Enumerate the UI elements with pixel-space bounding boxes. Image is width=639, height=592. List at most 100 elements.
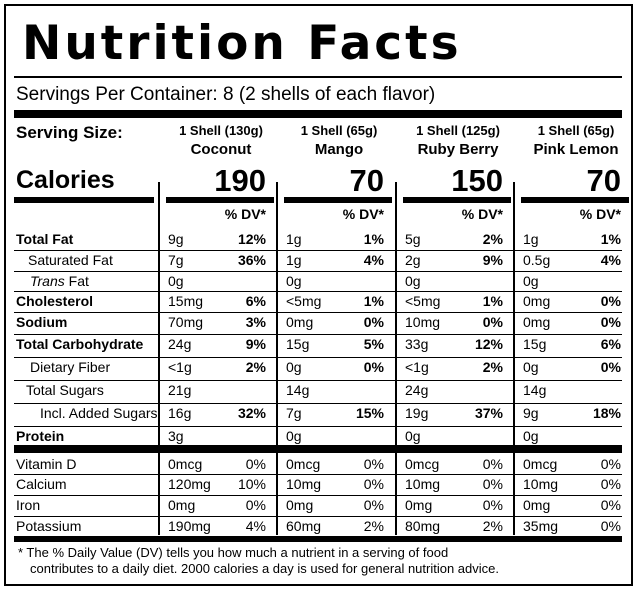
nutrient-dv: 5% <box>363 336 384 352</box>
nutrient-label-incl-added-sugars: Incl. Added Sugars <box>40 405 158 421</box>
vitamin-dv: 0% <box>363 497 384 513</box>
nutrient-dv: 0% <box>600 314 621 330</box>
flavor-serving-size: 1 Shell (125g) <box>416 123 500 138</box>
nutrient-dv: 0% <box>600 359 621 375</box>
nutrient-amount: 15mg <box>168 293 204 309</box>
vitamin-amount: 10mg <box>286 476 322 492</box>
vitamin-amount: 120mg <box>168 476 211 492</box>
row-rule <box>14 426 622 427</box>
nutrient-amount: 3g <box>168 428 184 444</box>
calorie-rule-label <box>14 197 154 203</box>
nutrient-dv: 1% <box>600 231 621 247</box>
nutrient-amount: 0g <box>405 428 421 444</box>
nutrient-amount: 2g <box>405 252 421 268</box>
vitamin-label-potassium: Potassium <box>16 518 82 534</box>
nutrient-dv: 1% <box>363 231 384 247</box>
nutrient-label-total-fat: Total Fat <box>16 231 74 247</box>
calories-label: Calories <box>16 166 115 194</box>
nutrient-dv: 0% <box>363 314 384 330</box>
nutrient-amount: 21g <box>168 382 192 398</box>
nutrient-amount: 1g <box>523 231 539 247</box>
nutrient-dv: 2% <box>245 359 266 375</box>
nutrient-dv: 1% <box>482 293 503 309</box>
nutrient-amount: 0g <box>523 273 539 289</box>
nutrient-amount: 0g <box>286 359 302 375</box>
nutrient-dv: 3% <box>245 314 266 330</box>
nutrient-amount: 33g <box>405 336 429 352</box>
servings-per-container: Servings Per Container: 8 (2 shells of e… <box>16 84 436 105</box>
vitamin-dv: 0% <box>363 456 384 472</box>
nutrient-dv: 0% <box>482 314 503 330</box>
nutrient-label-sodium: Sodium <box>16 314 68 330</box>
nutrient-amount: 0mg <box>523 314 551 330</box>
flavor-name: Mango <box>314 141 364 158</box>
nutrient-amount: <5mg <box>405 293 441 309</box>
nutrient-amount: 0g <box>168 273 184 289</box>
thick-rule-top <box>14 110 622 118</box>
nutrient-dv: 6% <box>245 293 266 309</box>
vitamin-dv: 0% <box>363 476 384 492</box>
nutrient-amount: 5g <box>405 231 421 247</box>
nutrient-dv: 12% <box>237 231 266 247</box>
nutrient-amount: 24g <box>405 382 429 398</box>
nutrient-amount: 1g <box>286 231 302 247</box>
vitamin-amount: 0mg <box>405 497 433 513</box>
vitamin-dv: 0% <box>600 476 621 492</box>
flavor-serving-size: 1 Shell (130g) <box>179 123 263 138</box>
row-rule <box>14 334 622 335</box>
nutrient-dv: 15% <box>355 405 384 421</box>
vitamin-amount: 190mg <box>168 518 211 534</box>
vitamin-amount: 80mg <box>405 518 441 534</box>
calorie-rule <box>403 197 511 203</box>
vitamin-dv: 0% <box>600 497 621 513</box>
vitamin-amount: 0mcg <box>168 456 203 472</box>
nutrient-dv: 12% <box>474 336 503 352</box>
vitamin-amount: 0mcg <box>523 456 558 472</box>
flavor-calories: 70 <box>586 163 621 198</box>
nutrient-amount: <1g <box>168 359 192 375</box>
calorie-rule <box>166 197 274 203</box>
vitamin-amount: 0mg <box>523 497 551 513</box>
nutrient-amount: 15g <box>286 336 310 352</box>
nutrient-label-saturated-fat: Saturated Fat <box>28 252 113 268</box>
vitamin-dv: 0% <box>482 497 503 513</box>
nutrient-dv: 32% <box>237 405 266 421</box>
flavor-name: Ruby Berry <box>417 141 499 158</box>
nutrient-amount: 24g <box>168 336 192 352</box>
nutrient-dv: 4% <box>600 252 621 268</box>
nutrient-dv: 2% <box>482 359 503 375</box>
row-rule <box>14 291 622 292</box>
row-rule <box>14 357 622 358</box>
vitamin-amount: 0mcg <box>286 456 321 472</box>
vitamin-dv: 0% <box>482 476 503 492</box>
nutrient-amount: <1g <box>405 359 429 375</box>
vitamin-label-vitamin-d: Vitamin D <box>16 456 77 472</box>
flavor-calories: 150 <box>451 163 503 198</box>
nutrient-amount: 0g <box>523 428 539 444</box>
flavor-calories: 190 <box>214 163 266 198</box>
trans-fat-rest: Fat <box>64 273 89 289</box>
footnote-line-2: contributes to a daily diet. 2000 calori… <box>30 561 499 576</box>
vitamin-dv: 0% <box>600 456 621 472</box>
flavor-name: Pink Lemon <box>533 141 619 158</box>
nutrient-amount: 19g <box>405 405 429 421</box>
nutrient-label-cholesterol: Cholesterol <box>16 293 94 309</box>
nutrient-amount: 14g <box>286 382 310 398</box>
vitamin-dv: 0% <box>482 456 503 472</box>
nutrient-amount: <5mg <box>286 293 322 309</box>
calorie-rule <box>284 197 392 203</box>
dv-header: % DV* <box>461 206 503 222</box>
nutrition-facts-panel <box>4 4 633 586</box>
vitamin-label-calcium: Calcium <box>16 476 67 492</box>
vitamin-dv: 0% <box>600 518 621 534</box>
nutrient-amount: 1g <box>286 252 302 268</box>
nutrient-label-protein: Protein <box>16 428 65 444</box>
nutrient-amount: 0mg <box>286 314 314 330</box>
flavor-serving-size: 1 Shell (65g) <box>300 123 378 138</box>
nutrient-amount: 15g <box>523 336 547 352</box>
nutrient-amount: 7g <box>168 252 184 268</box>
dv-header: % DV* <box>224 206 266 222</box>
nutrient-label-total-sugars: Total Sugars <box>26 382 104 398</box>
row-rule <box>14 403 622 404</box>
row-rule <box>14 380 622 381</box>
